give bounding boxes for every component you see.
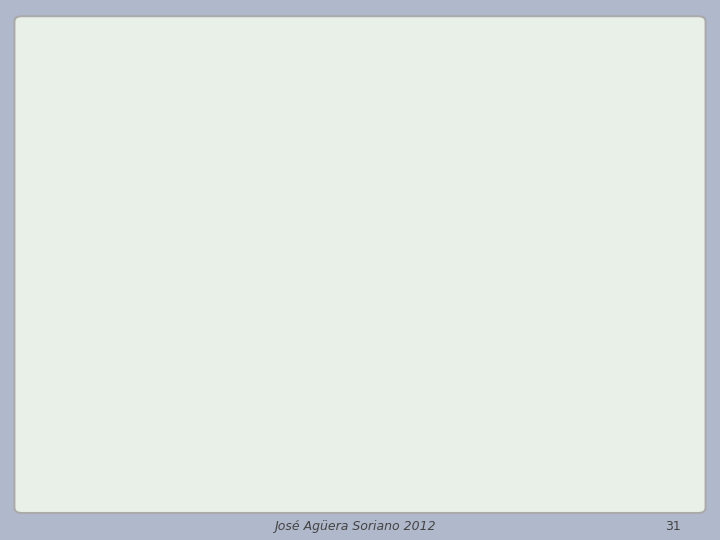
Bar bbox=[64, 275, 291, 346]
Text: $W_t = \dfrac{c_1^2 - c_2^2}{2} + \dfrac{w_2^2 - w_1^2}{2}$: $W_t = \dfrac{c_1^2 - c_2^2}{2} + \dfrac… bbox=[230, 113, 480, 167]
Bar bbox=[390, 275, 653, 346]
Text: $h_1 - h_2 = \dfrac{w_2^2 - w_1^2}{2}$: $h_1 - h_2 = \dfrac{w_2^2 - w_1^2}{2}$ bbox=[216, 383, 408, 437]
Text: 31: 31 bbox=[665, 520, 681, 533]
Text: salida del rodete:: salida del rodete: bbox=[42, 239, 202, 258]
Text: Para turbinas axiales: Para turbinas axiales bbox=[42, 46, 322, 70]
Text: José Agüera Soriano 2012: José Agüera Soriano 2012 bbox=[274, 520, 436, 533]
Text: Apliquemos la ecuación de la energía entre la entrada y la: Apliquemos la ecuación de la energía ent… bbox=[42, 206, 577, 226]
